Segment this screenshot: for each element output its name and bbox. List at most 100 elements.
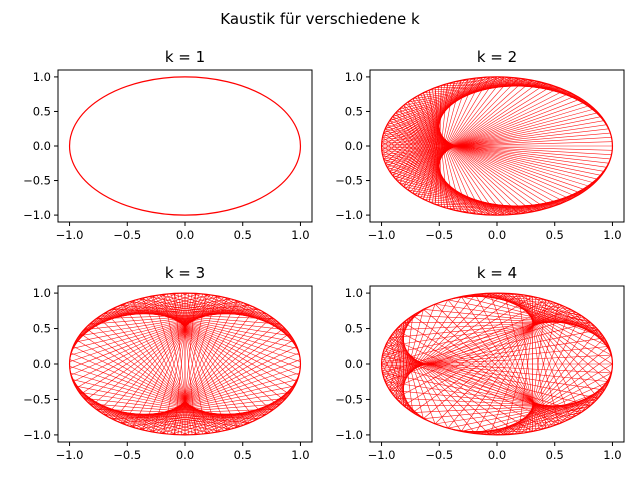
chord-line (570, 309, 610, 349)
y-tick-label: −0.5 (23, 392, 51, 406)
x-tick-label: −1.0 (56, 228, 84, 242)
chord-line (387, 105, 591, 168)
chord-line (387, 167, 516, 215)
chord-line (389, 120, 476, 215)
chord-line (382, 124, 607, 158)
chord-line (383, 132, 487, 216)
x-tick-label: −1.0 (56, 448, 84, 462)
chord-line (381, 137, 612, 151)
x-tick-label: −0.5 (425, 448, 453, 462)
chord-line (72, 305, 250, 349)
subplot-k4: k = 4 −1.0 −0.5 0.0 0.5 1.0 −1.0 −0.5 0.0 0.5 1.0 (335, 264, 625, 462)
x-tick-label: −1.0 (368, 448, 396, 462)
x-tick-label: 0.0 (176, 228, 194, 242)
chord-line (399, 108, 547, 209)
chord-line (135, 346, 297, 429)
chord-line (395, 178, 526, 214)
chord-line (428, 90, 445, 208)
chord-line (420, 77, 483, 198)
chord-line (382, 357, 605, 391)
chord-line (417, 95, 452, 210)
chord-line (120, 379, 298, 423)
chord-line (500, 354, 612, 436)
chord-line (389, 77, 519, 121)
chord-line (425, 91, 469, 214)
y-tick-label: −0.5 (335, 174, 363, 188)
chord-line (395, 112, 469, 214)
chord-line (384, 317, 411, 382)
chord-line (105, 408, 274, 416)
chord-line (117, 385, 295, 422)
chord-line (389, 318, 586, 339)
subplot-title: k = 1 (165, 48, 205, 66)
chord-line (83, 309, 259, 331)
chord-line (385, 77, 512, 130)
chord-line (98, 295, 218, 412)
chord-line (382, 139, 611, 160)
y-tick-label: 0.0 (345, 357, 363, 371)
x-tick-label: 0.5 (546, 448, 564, 462)
chord-line (389, 77, 476, 172)
chord-line (142, 293, 200, 431)
chord-line (85, 297, 225, 401)
chord-line (132, 352, 300, 428)
y-tick-label: 0.0 (33, 139, 51, 153)
chord-line (383, 132, 605, 172)
chord-line (511, 329, 599, 435)
unit-circle-outline (380, 292, 614, 436)
chord-line (78, 307, 256, 337)
chord-line (407, 101, 519, 215)
chord-line (117, 306, 295, 343)
x-tick-label: 1.0 (603, 228, 621, 242)
chord-line (152, 316, 272, 433)
chord-line (381, 143, 613, 151)
chord-line (417, 95, 491, 216)
y-tick-label: 1.0 (33, 286, 51, 300)
chord-line (395, 320, 407, 399)
chord-line (96, 312, 265, 320)
chord-line (159, 294, 281, 325)
chord-line (504, 346, 610, 435)
y-tick-label: 0.0 (345, 139, 363, 153)
chord-line (496, 363, 613, 436)
chord-line (493, 372, 612, 436)
chord-line (91, 296, 221, 406)
x-tick-label: 0.0 (176, 448, 194, 462)
x-tick-label: 0.5 (234, 228, 252, 242)
x-tick-label: −1.0 (368, 228, 396, 242)
x-tick-label: 0.5 (234, 448, 252, 462)
subplot-k1: k = 1 −1.0 −0.5 0.0 0.5 1.0 −1.0 −0.5 0.0 0.5 1.0 (23, 48, 313, 242)
chord-line (75, 306, 253, 343)
chord-line (381, 141, 612, 155)
chord-line (387, 124, 591, 187)
subplot-title: k = 2 (477, 48, 517, 66)
chord-series (69, 292, 301, 436)
unit-circle-outline (68, 76, 302, 216)
chord-line (405, 78, 526, 189)
chord-line (401, 106, 540, 211)
chord-line (388, 122, 587, 191)
chord-line (386, 126, 595, 184)
chord-line (392, 116, 571, 200)
chord-line (395, 87, 560, 180)
chord-line (129, 359, 301, 427)
chord-line (403, 80, 533, 187)
chord-line (412, 98, 505, 216)
chord-line (518, 294, 606, 341)
chord-line (397, 85, 553, 182)
chord-line (415, 76, 498, 196)
subplot-title: k = 3 (165, 264, 205, 282)
chord-line (382, 132, 611, 153)
chord-line (77, 389, 137, 429)
chord-line (482, 397, 599, 435)
chord-line (393, 114, 565, 203)
chord-series (381, 76, 613, 216)
chord-line (447, 299, 599, 331)
chord-line (73, 346, 235, 429)
subplot-title: k = 4 (477, 264, 517, 282)
chord-line (384, 130, 602, 176)
x-tick-label: 1.0 (603, 448, 621, 462)
figure-suptitle: Kaustik für verschiedene k (220, 10, 420, 28)
subplot-k3: k = 3 −1.0 −0.5 0.0 0.5 1.0 −1.0 −0.5 0.0 0.5 1.0 (23, 264, 313, 462)
chord-line (395, 112, 560, 205)
